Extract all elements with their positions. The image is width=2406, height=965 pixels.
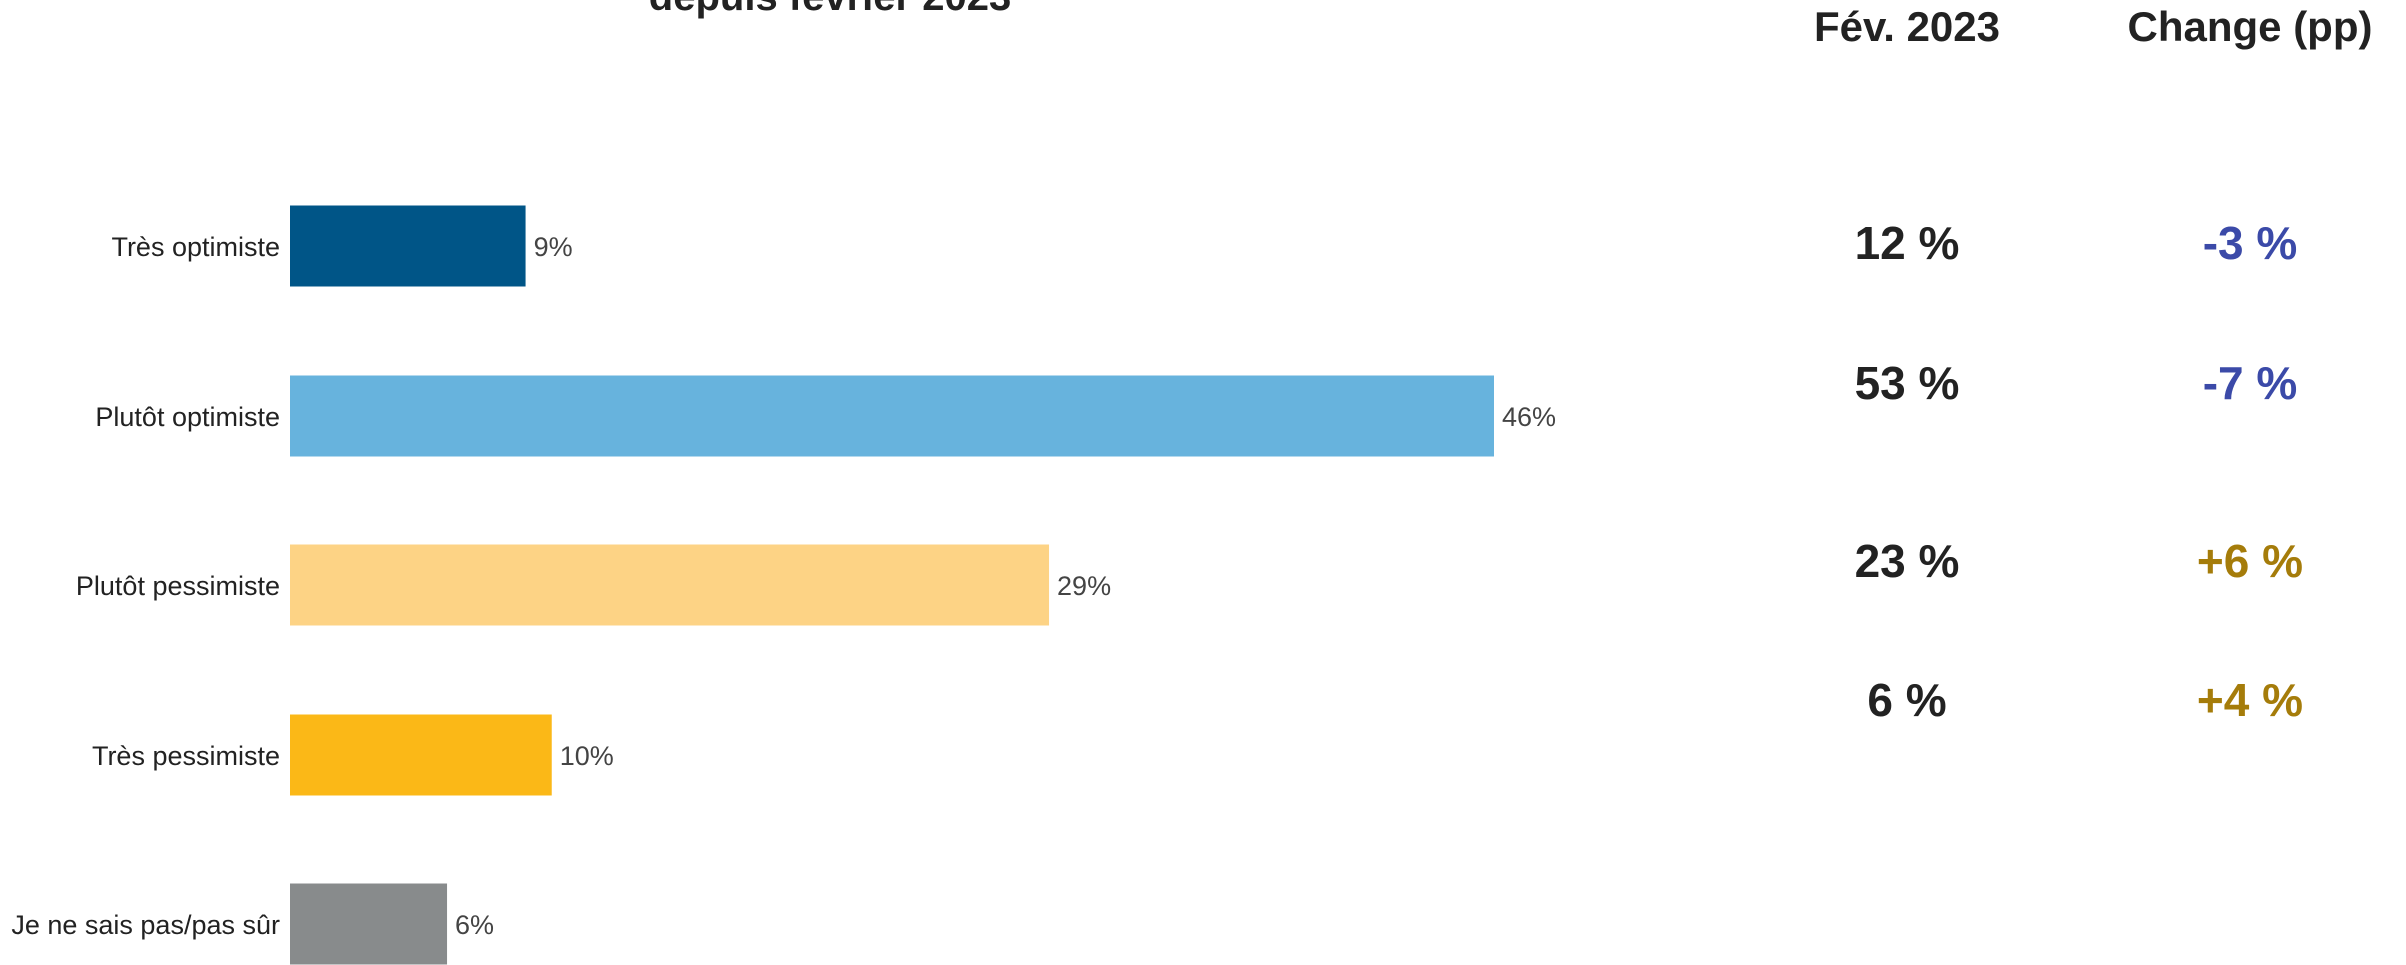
- bar: [290, 375, 1494, 457]
- category-label: Très optimiste: [111, 232, 280, 262]
- bar: [290, 883, 448, 965]
- previous-value: 53 %: [1855, 357, 1960, 409]
- change-value: -7 %: [2203, 357, 2298, 409]
- comparison-table: Fév. 2023 Change (pp) 12 % -3 % 53 % -7 % 23…: [1814, 3, 2373, 726]
- previous-value: 12 %: [1855, 217, 1960, 269]
- bar: [290, 205, 526, 287]
- header-previous: Fév. 2023: [1814, 3, 2000, 50]
- change-value: +4 %: [2197, 674, 2303, 726]
- value-label: 9%: [534, 232, 573, 262]
- value-label: 6%: [455, 910, 494, 940]
- value-label: 46%: [1502, 402, 1556, 432]
- change-value: -3 %: [2203, 217, 2298, 269]
- bar: [290, 714, 552, 796]
- change-value: +6 %: [2197, 535, 2303, 587]
- chart-title: depuis février 2023: [649, 0, 1011, 19]
- category-label: Plutôt pessimiste: [76, 571, 280, 601]
- previous-value: 23 %: [1855, 535, 1960, 587]
- category-label: Je ne sais pas/pas sûr: [11, 910, 280, 940]
- previous-value: 6 %: [1867, 674, 1946, 726]
- value-label: 29%: [1057, 571, 1111, 601]
- bar: [290, 544, 1050, 626]
- bars-layer: Très optimiste 9% Plutôt optimiste 46% Plutô…: [11, 205, 1556, 965]
- category-label: Plutôt optimiste: [95, 402, 280, 432]
- header-change: Change (pp): [2128, 3, 2373, 50]
- value-label: 10%: [560, 741, 614, 771]
- category-label: Très pessimiste: [92, 741, 280, 771]
